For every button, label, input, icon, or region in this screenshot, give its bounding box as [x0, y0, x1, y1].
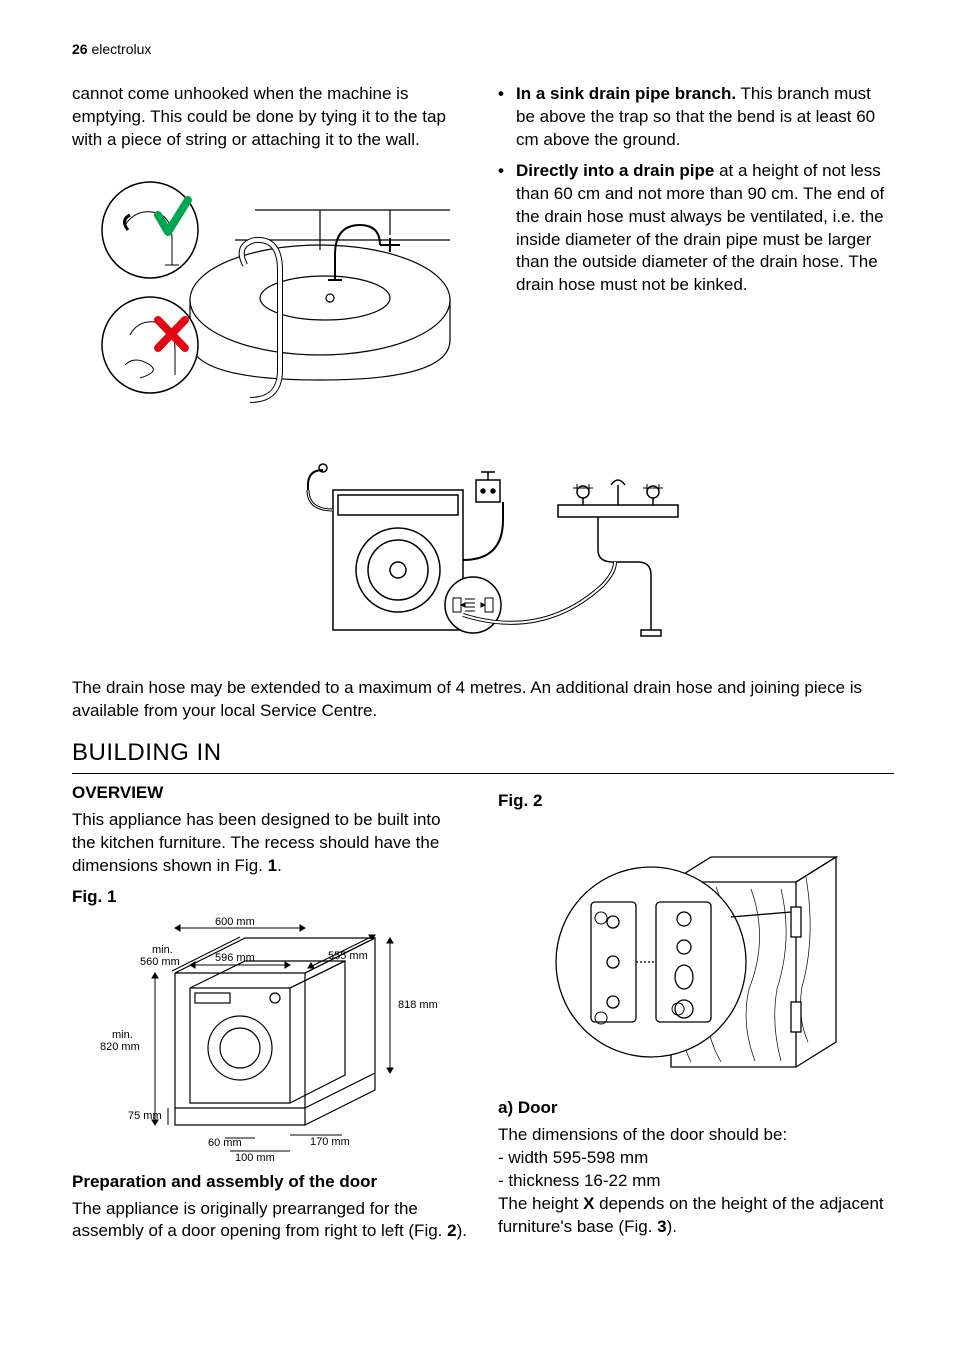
fig2-hinge-diagram [498, 817, 894, 1097]
drain-left-column: cannot come unhooked when the machine is… [72, 83, 468, 440]
prep-heading: Preparation and assembly of the door [72, 1171, 468, 1194]
installation-diagram [72, 450, 894, 657]
drain-section: cannot come unhooked when the machine is… [72, 83, 894, 440]
dim-818: 818 mm [398, 999, 438, 1011]
bullet-rest: at a height of not less than 60 cm and n… [516, 161, 884, 295]
drain-options-list: In a sink drain pipe branch. This branch… [498, 83, 894, 297]
page-number: 26 [72, 41, 88, 57]
brand-name: electrolux [91, 41, 151, 57]
door-width: - width 595-598 mm [498, 1147, 894, 1170]
building-right-column: Fig. 2 [498, 782, 894, 1252]
drain-extension-note: The drain hose may be extended to a maxi… [72, 677, 894, 723]
building-in-section: OVERVIEW This appliance has been designe… [72, 782, 894, 1252]
bullet-lead: Directly into a drain pipe [516, 161, 714, 180]
dim-600: 600 mm [215, 916, 255, 928]
fig2-label: Fig. 2 [498, 790, 894, 813]
building-left-column: OVERVIEW This appliance has been designe… [72, 782, 468, 1252]
overview-heading: OVERVIEW [72, 782, 468, 805]
page-header: 26 electrolux [72, 40, 894, 59]
door-height-note: The height X depends on the height of th… [498, 1193, 894, 1239]
drain-intro-text: cannot come unhooked when the machine is… [72, 83, 468, 152]
door-heading: a) Door [498, 1097, 894, 1120]
dim-min560: min.560 mm [140, 944, 180, 968]
dim-60: 60 mm [208, 1137, 242, 1149]
bullet-lead: In a sink drain pipe branch. [516, 84, 736, 103]
dim-596: 596 mm [215, 952, 255, 964]
door-intro: The dimensions of the door should be: [498, 1124, 894, 1147]
dim-75: 75 mm [128, 1110, 162, 1122]
section-title-building-in: BUILDING IN [72, 737, 894, 769]
dim-170: 170 mm [310, 1136, 350, 1148]
drain-option-drain-pipe: Directly into a drain pipe at a height o… [498, 160, 894, 298]
fig1-dimensions-diagram: 600 mm 596 mm 555 mm min.560 mm min.820 … [72, 913, 468, 1163]
prep-text: The appliance is originally prearranged … [72, 1198, 468, 1244]
overview-text: This appliance has been designed to be b… [72, 809, 468, 878]
dim-555: 555 mm [328, 950, 368, 962]
sink-diagram [72, 170, 468, 430]
door-thickness: - thickness 16-22 mm [498, 1170, 894, 1193]
fig1-label: Fig. 1 [72, 886, 468, 909]
drain-option-sink-branch: In a sink drain pipe branch. This branch… [498, 83, 894, 152]
dim-100: 100 mm [235, 1152, 275, 1163]
dim-min820: min.820 mm [100, 1029, 140, 1053]
drain-right-column: In a sink drain pipe branch. This branch… [498, 83, 894, 440]
section-rule [72, 773, 894, 774]
